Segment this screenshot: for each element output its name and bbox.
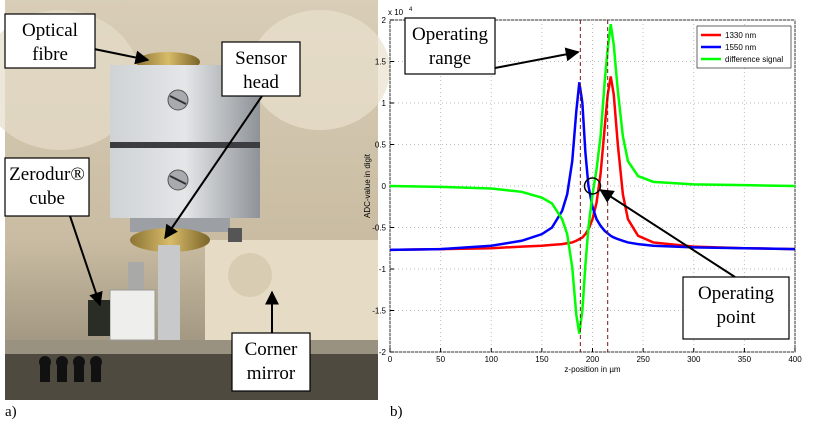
y-tick-label: -2 [379, 348, 387, 357]
x-tick-label: 50 [436, 355, 445, 364]
y-tick-label: -1 [379, 265, 387, 274]
panel-label: a) [5, 404, 17, 420]
point-annotation-text: Operating [698, 283, 774, 304]
y-tick-label: 2 [382, 16, 387, 25]
x-tick-label: 250 [636, 355, 650, 364]
photo-label-text: Sensor [235, 48, 287, 69]
y-tick-label: 1.5 [375, 58, 387, 67]
x-tick-label: 200 [586, 355, 600, 364]
photo-label-text: Optical [22, 20, 78, 41]
y-tick-label: -0.5 [372, 224, 386, 233]
legend: 1330 nm 1550 nm difference signal [697, 26, 791, 68]
range-annotation-text: Operating [412, 24, 488, 45]
y-tick-label: 0 [382, 182, 387, 191]
y-multiplier-exp: 4 [409, 7, 413, 13]
point-annotation-text: point [716, 307, 756, 328]
x-tick-label: 0 [388, 355, 393, 364]
legend-label: difference signal [725, 55, 783, 64]
legend-label: 1550 nm [725, 43, 756, 52]
x-tick-label: 400 [788, 355, 802, 364]
y-axis-label: ADC-value in digit [363, 153, 372, 218]
legend-label: 1330 nm [725, 31, 756, 40]
photo-label-text: fibre [32, 44, 68, 65]
photo-label-text: Zerodur® [9, 164, 85, 185]
range-annotation-text: range [429, 48, 471, 69]
figure: Optical fibre Sensor head Zerodur® cube Corner… [0, 0, 823, 421]
y-tick-label: 0.5 [375, 141, 387, 150]
photo-label-text: cube [29, 188, 65, 209]
x-axis-label: z-position in µm [564, 365, 621, 374]
y-tick-label: -1.5 [372, 307, 386, 316]
photo-label-text: Corner [245, 339, 298, 360]
x-tick-label: 150 [535, 355, 549, 364]
y-tick-label: 1 [382, 99, 387, 108]
x-tick-label: 100 [485, 355, 499, 364]
panel-label: b) [390, 404, 403, 420]
x-tick-label: 350 [738, 355, 752, 364]
photo-label-text: head [243, 72, 279, 93]
photo-label-text: mirror [247, 363, 296, 384]
y-multiplier: x 10 [388, 8, 404, 17]
x-tick-label: 300 [687, 355, 701, 364]
